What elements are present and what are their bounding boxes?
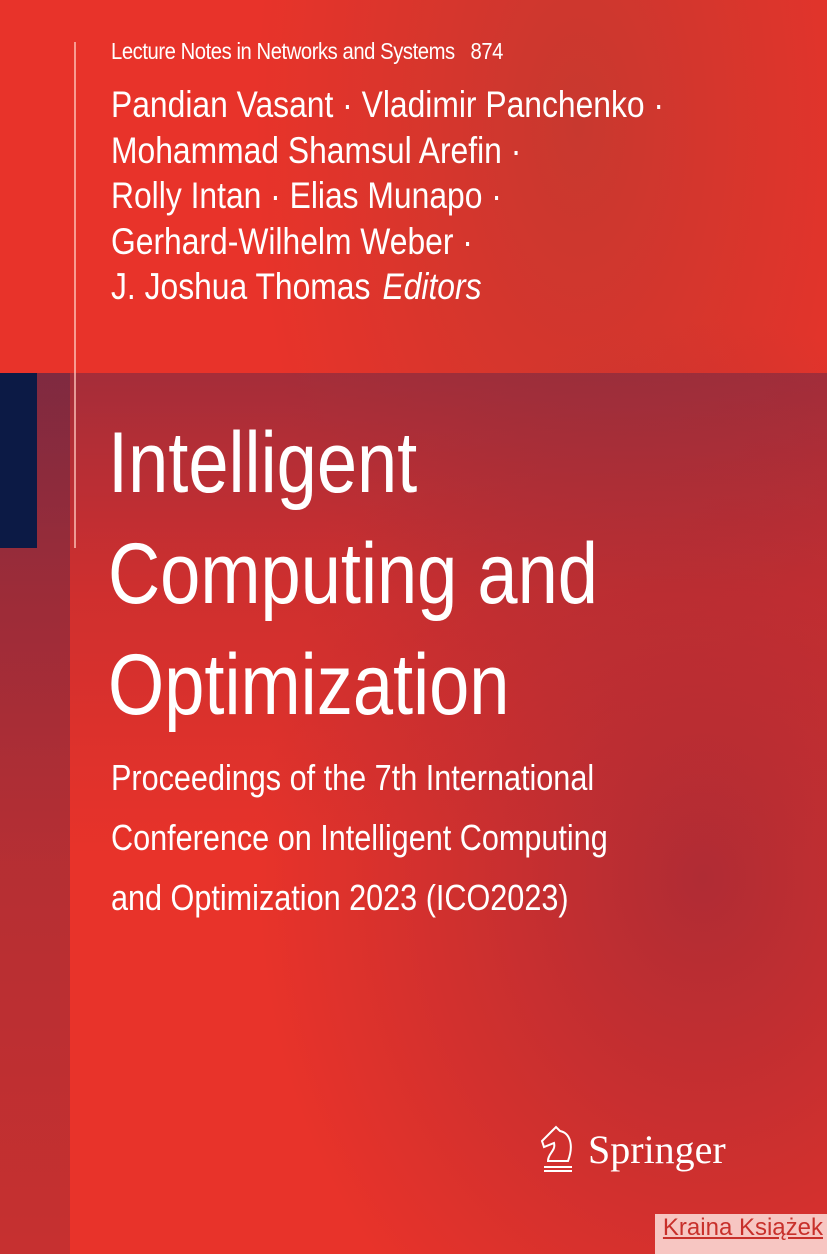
subtitle-line: Conference on Intelligent Computing bbox=[111, 817, 608, 858]
book-subtitle: Proceedings of the 7th International Con… bbox=[111, 748, 608, 928]
title-line: Optimization bbox=[108, 637, 510, 733]
editors-role: Editors bbox=[382, 266, 482, 307]
series-volume: 874 bbox=[470, 38, 504, 64]
navy-accent-block bbox=[0, 373, 37, 548]
publisher-name: Springer bbox=[588, 1126, 726, 1172]
subtitle-line: Proceedings of the 7th International bbox=[111, 757, 595, 798]
editor-line: Mohammad Shamsul Arefin · bbox=[111, 129, 522, 171]
editor-line: Pandian Vasant · Vladimir Panchenko · bbox=[111, 84, 665, 125]
series-name: Lecture Notes in Networks and Systems bbox=[111, 38, 455, 64]
editor-line: Gerhard-Wilhelm Weber · bbox=[111, 220, 473, 262]
editor-line: Rolly Intan · Elias Munapo · bbox=[111, 175, 502, 216]
editor-line: J. Joshua Thomas bbox=[111, 266, 371, 307]
book-title: Intelligent Computing and Optimization bbox=[108, 408, 598, 741]
springer-logo: Springer bbox=[538, 1125, 726, 1173]
series-line: Lecture Notes in Networks and Systems 874 bbox=[111, 38, 503, 65]
subtitle-line: and Optimization 2023 (ICO2023) bbox=[111, 877, 569, 918]
title-band bbox=[0, 373, 827, 1254]
title-line: Computing and bbox=[108, 526, 598, 622]
editors-block: Pandian Vasant · Vladimir Panchenko · Mo… bbox=[111, 82, 664, 310]
title-line: Intelligent bbox=[108, 415, 418, 511]
knight-horse-icon bbox=[540, 1125, 572, 1172]
watermark: Kraina Książek bbox=[655, 1214, 827, 1254]
vertical-rule bbox=[74, 42, 76, 548]
watermark-text: Kraina Książek bbox=[662, 1214, 823, 1241]
